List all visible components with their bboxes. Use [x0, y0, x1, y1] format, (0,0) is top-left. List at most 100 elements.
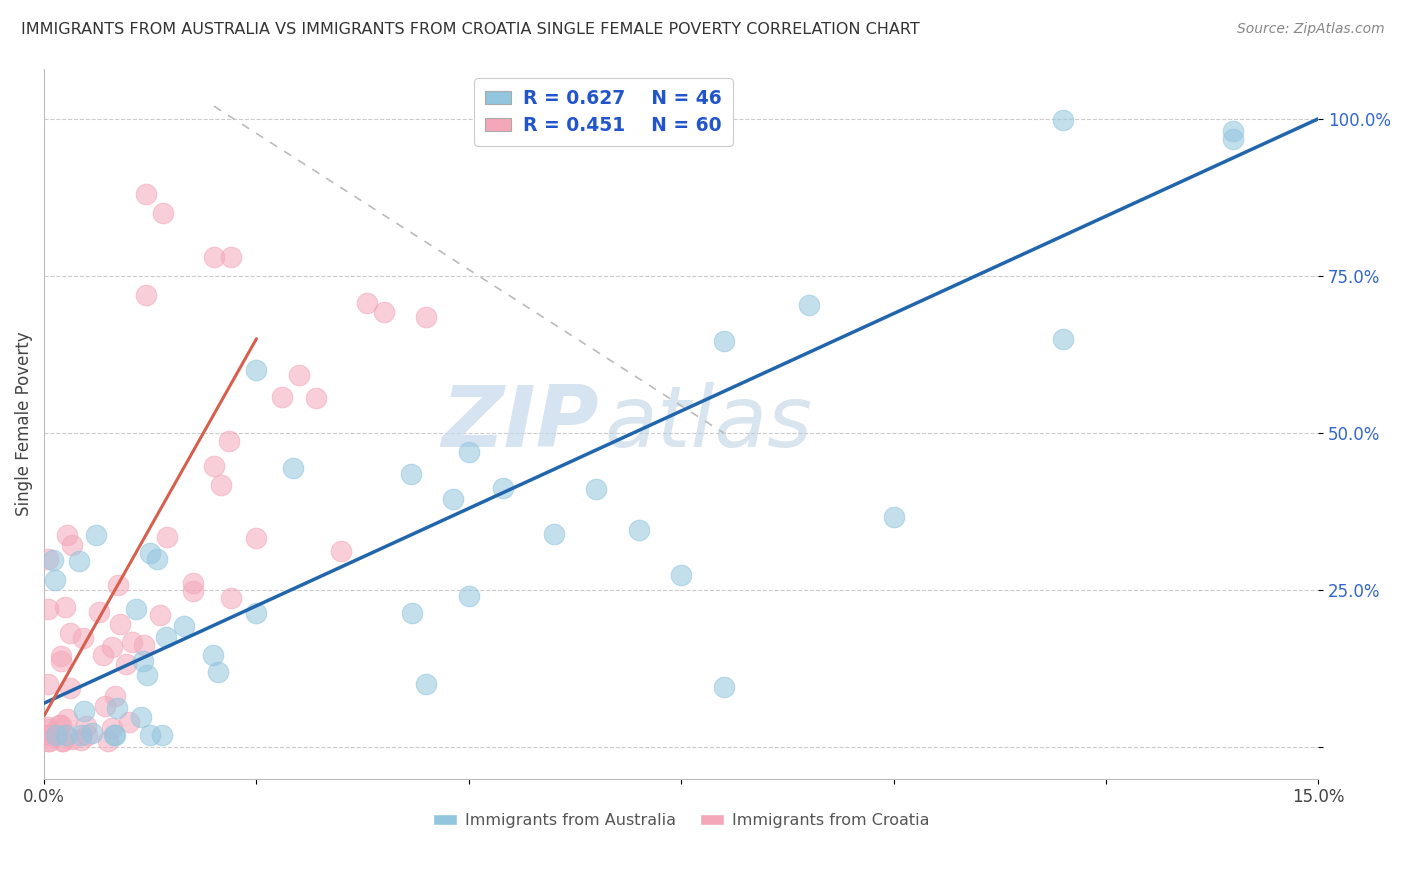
- Point: [173, 619, 195, 633]
- Point: [883, 509, 905, 524]
- Point: [45, 728, 67, 742]
- Point: [37, 728, 59, 742]
- Point: [103, 728, 125, 742]
- Point: [76, 728, 98, 742]
- Point: [330, 543, 353, 558]
- Point: [38, 734, 60, 748]
- Point: [58, 681, 80, 695]
- Point: [1052, 332, 1074, 346]
- Point: [118, 714, 141, 729]
- Point: [67, 554, 90, 568]
- Point: [41, 553, 63, 567]
- Point: [75, 719, 97, 733]
- Point: [72, 632, 94, 646]
- Point: [129, 709, 152, 723]
- Point: [152, 206, 174, 220]
- Point: [110, 616, 132, 631]
- Point: [37, 602, 59, 616]
- Point: [69, 728, 91, 742]
- Point: [121, 635, 143, 649]
- Point: [585, 482, 607, 496]
- Point: [37, 552, 59, 566]
- Point: [62, 731, 84, 746]
- Point: [104, 689, 127, 703]
- Point: [457, 445, 479, 459]
- Point: [73, 704, 96, 718]
- Text: IMMIGRANTS FROM AUSTRALIA VS IMMIGRANTS FROM CROATIA SINGLE FEMALE POVERTY CORRE: IMMIGRANTS FROM AUSTRALIA VS IMMIGRANTS …: [21, 22, 920, 37]
- Point: [202, 458, 225, 473]
- Point: [59, 625, 82, 640]
- Legend: Immigrants from Australia, Immigrants from Croatia: Immigrants from Australia, Immigrants fr…: [426, 806, 936, 835]
- Y-axis label: Single Female Poverty: Single Female Poverty: [15, 331, 32, 516]
- Point: [52, 734, 75, 748]
- Point: [441, 492, 464, 507]
- Point: [713, 681, 735, 695]
- Point: [457, 589, 479, 603]
- Point: [1052, 113, 1074, 128]
- Text: ZIP: ZIP: [440, 382, 599, 465]
- Point: [356, 296, 378, 310]
- Point: [37, 677, 59, 691]
- Point: [245, 607, 267, 621]
- Point: [797, 298, 820, 312]
- Point: [181, 576, 204, 591]
- Point: [149, 608, 172, 623]
- Point: [271, 390, 294, 404]
- Point: [53, 599, 76, 614]
- Point: [48, 717, 70, 731]
- Point: [56, 528, 79, 542]
- Point: [219, 250, 242, 264]
- Point: [218, 434, 240, 448]
- Text: Source: ZipAtlas.com: Source: ZipAtlas.com: [1237, 22, 1385, 37]
- Point: [219, 591, 242, 605]
- Point: [107, 700, 129, 714]
- Point: [80, 726, 103, 740]
- Point: [288, 368, 311, 383]
- Point: [491, 481, 513, 495]
- Point: [89, 605, 111, 619]
- Point: [305, 392, 328, 406]
- Point: [136, 668, 159, 682]
- Point: [55, 728, 77, 742]
- Point: [1222, 124, 1244, 138]
- Point: [543, 527, 565, 541]
- Point: [155, 630, 177, 644]
- Point: [207, 665, 229, 679]
- Point: [114, 657, 136, 671]
- Point: [373, 305, 395, 319]
- Point: [202, 648, 225, 663]
- Point: [101, 640, 124, 654]
- Point: [202, 250, 225, 264]
- Point: [135, 287, 157, 301]
- Point: [37, 734, 59, 748]
- Point: [56, 712, 79, 726]
- Point: [156, 530, 179, 544]
- Point: [245, 531, 267, 545]
- Point: [627, 523, 650, 537]
- Point: [132, 638, 155, 652]
- Point: [401, 607, 423, 621]
- Point: [94, 698, 117, 713]
- Point: [107, 578, 129, 592]
- Point: [60, 539, 83, 553]
- Point: [669, 567, 692, 582]
- Point: [104, 728, 127, 742]
- Point: [399, 467, 422, 482]
- Point: [44, 573, 66, 587]
- Point: [49, 648, 72, 663]
- Point: [415, 677, 437, 691]
- Point: [132, 654, 155, 668]
- Point: [37, 722, 59, 736]
- Point: [281, 460, 304, 475]
- Point: [139, 546, 162, 560]
- Point: [1222, 131, 1244, 145]
- Point: [209, 478, 232, 492]
- Point: [415, 310, 437, 325]
- Point: [101, 721, 124, 735]
- Text: atlas: atlas: [605, 382, 813, 465]
- Point: [713, 334, 735, 348]
- Point: [97, 734, 120, 748]
- Point: [181, 583, 204, 598]
- Point: [245, 363, 267, 377]
- Point: [150, 728, 173, 742]
